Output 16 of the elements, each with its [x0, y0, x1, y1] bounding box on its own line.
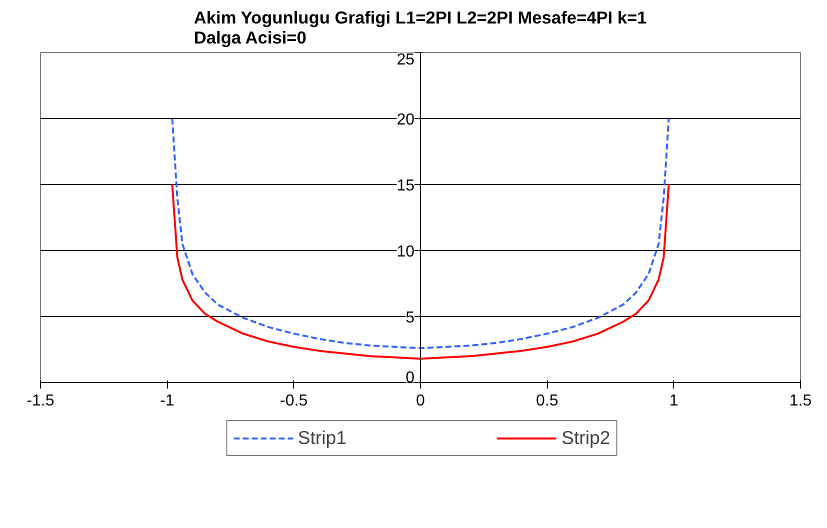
x-tick-label: 1.5: [789, 392, 812, 410]
x-tick-label: 1: [669, 392, 678, 410]
x-tick-label: -1: [160, 392, 174, 410]
y-tick-label: 20: [396, 112, 415, 128]
x-tick-label: 0.5: [536, 392, 558, 410]
x-tick-label: -0.5: [280, 392, 308, 410]
x-tick-label: 0: [416, 392, 426, 410]
y-tick-label: 0: [406, 370, 415, 386]
y-tick-label: 10: [396, 244, 415, 260]
legend-label: Strip2: [562, 427, 610, 449]
y-tick-label: 15: [396, 178, 415, 194]
y-tick-label: 5: [406, 310, 415, 326]
y-tick-label: 25: [396, 52, 415, 68]
chart-title: Akim Yogunlugu Grafigi L1=2PI L2=2PI Mesafe=4PI k=1 Dalga Acisi=0: [194, 8, 648, 48]
legend-label: Strip1: [298, 427, 346, 449]
x-tick-label: -1.5: [26, 392, 54, 410]
